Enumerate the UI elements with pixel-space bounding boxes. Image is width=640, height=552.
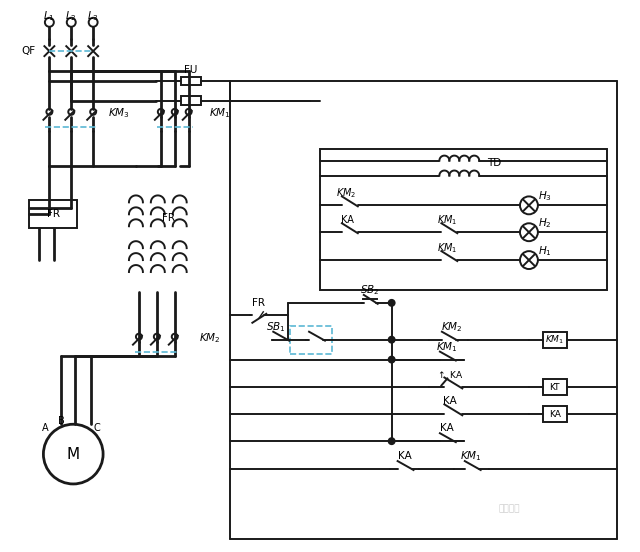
Circle shape <box>154 334 160 339</box>
Circle shape <box>520 251 538 269</box>
Text: TD: TD <box>487 157 501 168</box>
Text: B: B <box>58 416 65 426</box>
Text: FR: FR <box>252 298 265 308</box>
Bar <box>180 77 200 86</box>
Circle shape <box>388 357 395 363</box>
Circle shape <box>388 337 395 343</box>
Text: $KM_1$: $KM_1$ <box>460 449 482 463</box>
Text: 电子秘控: 电子秘控 <box>499 505 520 513</box>
Text: $L_3$: $L_3$ <box>87 9 99 23</box>
Bar <box>29 200 77 228</box>
Text: $SB_2$: $SB_2$ <box>360 283 380 297</box>
Bar <box>320 148 607 290</box>
Bar <box>543 406 567 422</box>
Text: KA: KA <box>341 215 355 225</box>
Text: FU: FU <box>184 65 197 75</box>
Circle shape <box>520 223 538 241</box>
Text: FR: FR <box>47 209 60 219</box>
Text: KA: KA <box>444 396 457 406</box>
Text: C: C <box>93 423 100 433</box>
Circle shape <box>172 109 178 115</box>
Text: $KM_2$: $KM_2$ <box>198 331 220 344</box>
Bar <box>543 332 567 348</box>
Bar <box>290 326 332 354</box>
Text: $L_1$: $L_1$ <box>44 9 55 23</box>
Text: $KM_2$: $KM_2$ <box>336 187 356 200</box>
Circle shape <box>388 438 395 444</box>
Text: $L_2$: $L_2$ <box>65 9 77 23</box>
Text: $KM_1$: $KM_1$ <box>437 214 458 227</box>
Circle shape <box>186 109 191 115</box>
Circle shape <box>67 18 76 26</box>
Text: $KM_1$: $KM_1$ <box>436 339 458 353</box>
Circle shape <box>158 109 164 115</box>
Bar <box>180 97 200 105</box>
Text: $SB_1$: $SB_1$ <box>266 320 286 333</box>
Circle shape <box>90 109 96 115</box>
Text: $H_1$: $H_1$ <box>538 244 552 258</box>
Text: KA: KA <box>397 451 412 461</box>
Text: KA: KA <box>440 423 454 433</box>
Text: $H_3$: $H_3$ <box>538 189 552 203</box>
Text: $KM_3$: $KM_3$ <box>108 106 130 120</box>
Text: FR: FR <box>163 213 175 224</box>
Bar <box>543 379 567 395</box>
Circle shape <box>388 300 395 306</box>
Circle shape <box>44 424 103 484</box>
Circle shape <box>46 109 52 115</box>
Text: KA: KA <box>549 410 561 419</box>
Text: A: A <box>42 423 49 433</box>
Text: $KM_1$: $KM_1$ <box>209 106 230 120</box>
Circle shape <box>68 109 74 115</box>
Text: M: M <box>67 447 80 461</box>
Circle shape <box>172 334 178 339</box>
Text: QF: QF <box>21 46 35 56</box>
Circle shape <box>520 197 538 214</box>
Circle shape <box>89 18 98 26</box>
Text: KT: KT <box>550 383 560 392</box>
Circle shape <box>45 18 54 26</box>
Circle shape <box>136 334 142 339</box>
Text: $\uparrow$ KA: $\uparrow$ KA <box>436 369 464 380</box>
Text: $KM_1$: $KM_1$ <box>545 333 564 346</box>
Text: $KM_2$: $KM_2$ <box>440 320 462 333</box>
Text: $KM_1$: $KM_1$ <box>437 241 458 255</box>
Text: $H_2$: $H_2$ <box>538 216 552 230</box>
